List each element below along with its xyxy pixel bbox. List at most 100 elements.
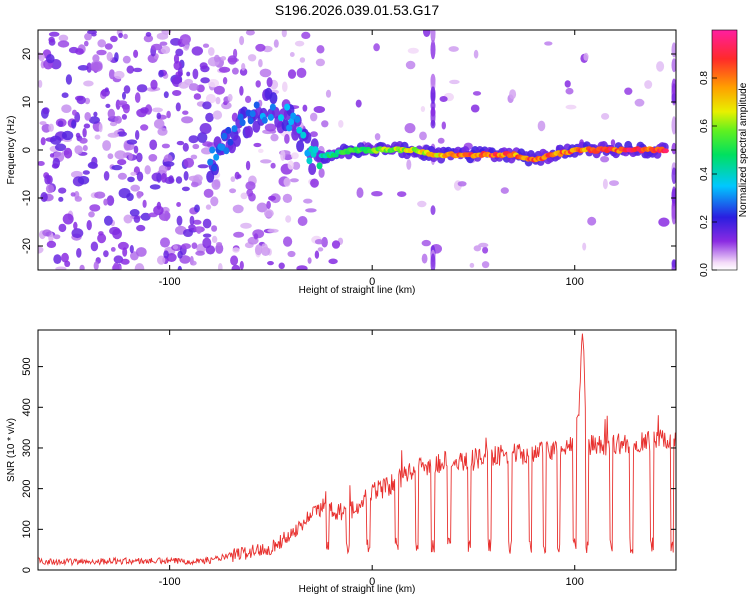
noise-blob (117, 241, 129, 250)
figure-title: S196.2026.039.01.53.G17 (275, 2, 439, 18)
noise-blob (273, 39, 279, 48)
noise-blob (291, 152, 299, 160)
ridge-halo (296, 140, 305, 153)
noise-blob (107, 153, 114, 160)
noise-blob (57, 40, 70, 48)
noise-blob (240, 222, 252, 229)
snr-ytick-label: 200 (21, 479, 33, 497)
noise-blob (70, 170, 83, 179)
noise-blob (267, 261, 274, 266)
noise-blob (314, 250, 320, 259)
noise-blob (133, 145, 139, 154)
streak-blob (671, 116, 676, 135)
noise-blob (287, 250, 296, 258)
noise-blob (218, 263, 223, 270)
noise-blob (177, 265, 182, 270)
streak-blob (671, 58, 676, 73)
noise-blob (374, 133, 381, 141)
noise-blob (151, 107, 163, 113)
noise-blob (258, 148, 264, 153)
noise-blob (285, 215, 292, 223)
spectrogram-noise (38, 30, 676, 270)
noise-blob (182, 110, 189, 115)
noise-blob (202, 101, 212, 110)
noise-blob (313, 106, 325, 113)
noise-blob (254, 244, 263, 256)
streak-blob (671, 259, 676, 268)
noise-blob (294, 40, 305, 47)
noise-blob (417, 200, 427, 208)
noise-blob (216, 242, 223, 246)
ridge-core (294, 115, 301, 123)
ridge-core (306, 157, 313, 165)
noise-blob (309, 131, 318, 138)
streak-blob (671, 167, 676, 184)
noise-blob (136, 84, 148, 93)
snr-ytick-label: 500 (21, 357, 33, 375)
noise-blob (305, 208, 317, 213)
noise-blob (48, 123, 54, 132)
noise-blob (142, 199, 147, 208)
noise-blob (199, 123, 212, 134)
noise-blob (55, 266, 67, 270)
noise-blob (121, 114, 127, 120)
noise-blob (289, 52, 295, 57)
noise-blob (457, 181, 467, 187)
noise-blob (63, 147, 73, 159)
noise-blob (355, 99, 362, 108)
noise-blob (421, 239, 431, 247)
noise-blob (256, 202, 268, 213)
noise-blob (303, 198, 313, 204)
noise-blob (469, 262, 475, 268)
noise-blob (283, 177, 291, 187)
noise-blob (233, 231, 245, 238)
streak-blob (671, 188, 676, 204)
noise-blob (314, 239, 324, 245)
noise-blob (321, 236, 328, 248)
ridge-core (316, 162, 323, 170)
streak-blob (671, 206, 676, 225)
noise-blob (316, 45, 325, 54)
noise-blob (38, 245, 44, 254)
noise-blob (150, 79, 158, 90)
noise-blob (79, 137, 88, 144)
snr-xtick-label: -100 (159, 576, 181, 588)
noise-blob (120, 258, 130, 265)
noise-blob (72, 109, 77, 116)
noise-blob (202, 141, 213, 147)
noise-blob (71, 119, 77, 129)
noise-blob (481, 261, 490, 269)
noise-blob (193, 174, 203, 183)
noise-blob (105, 103, 111, 108)
noise-blob (181, 116, 194, 124)
noise-blob (310, 178, 319, 188)
ridge-core (231, 125, 238, 133)
snr-xtick-label: 100 (566, 576, 584, 588)
ridge-core (211, 164, 218, 172)
noise-blob (448, 46, 459, 52)
streak-blob (671, 92, 676, 104)
noise-blob (449, 79, 460, 85)
noise-blob (117, 159, 127, 166)
noise-blob (172, 245, 179, 250)
noise-blob (296, 67, 307, 78)
noise-blob (75, 132, 81, 138)
noise-blob (83, 80, 94, 87)
noise-blob (302, 104, 308, 112)
snr-ytick-label: 0 (21, 567, 33, 573)
noise-blob (177, 250, 183, 259)
ridge-core (267, 113, 274, 121)
noise-blob (202, 218, 212, 229)
noise-blob (211, 235, 218, 243)
ridge-core (213, 153, 220, 161)
streak-blob (671, 78, 676, 95)
noise-blob (587, 216, 597, 226)
noise-blob (266, 77, 273, 88)
noise-blob (176, 215, 183, 226)
noise-blob (564, 80, 571, 88)
noise-blob (50, 135, 62, 145)
noise-blob (197, 164, 209, 169)
colorbar-tick-label: 0.0 (699, 263, 710, 277)
noise-blob (259, 68, 272, 78)
noise-blob (264, 123, 277, 132)
